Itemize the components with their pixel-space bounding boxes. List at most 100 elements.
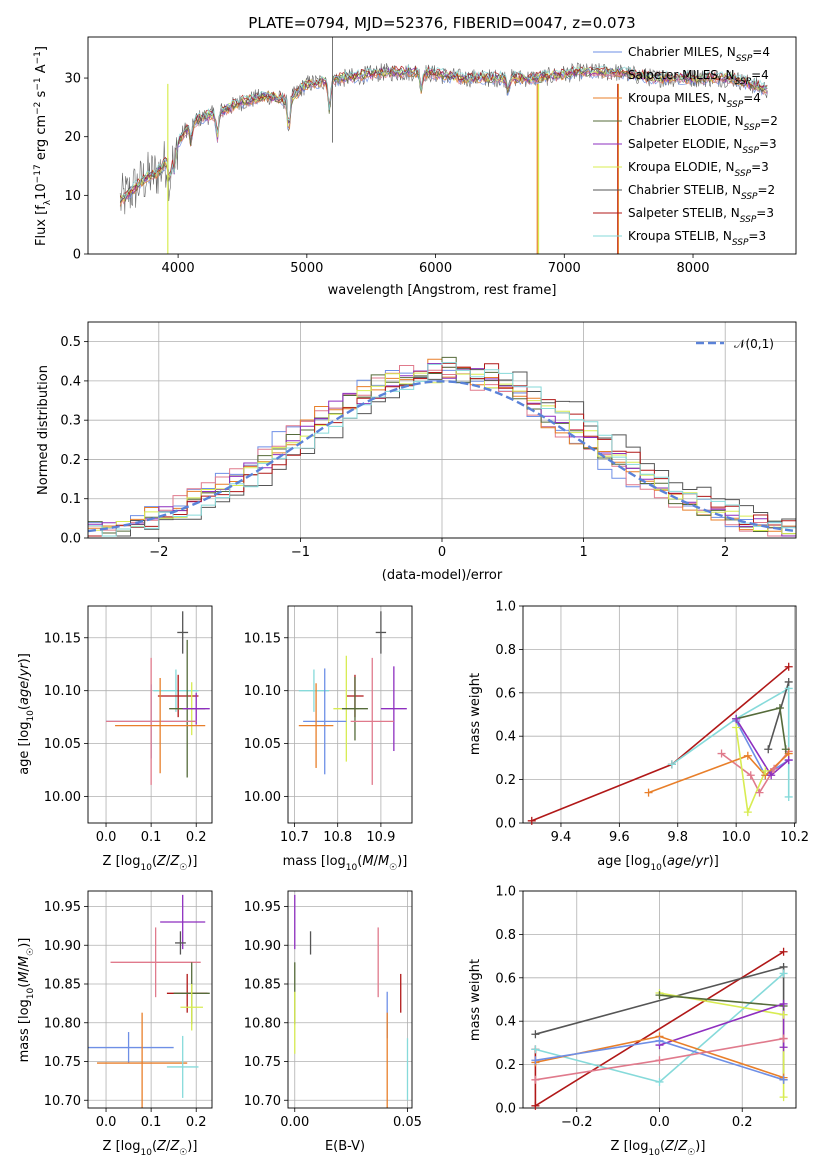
- mass-weight-marker: [531, 1056, 540, 1065]
- mass-weight-marker: [644, 788, 653, 797]
- spectrum-ytick-label: 10: [64, 189, 81, 204]
- mass-weight-marker: [775, 703, 784, 712]
- mass-weight-marker: [531, 1101, 540, 1110]
- mass-vs-ebv-ytick-label: 10.80: [244, 1016, 281, 1031]
- mass-weight-marker: [655, 1077, 664, 1086]
- mass-weight-marker: [784, 677, 793, 686]
- residuals-xtick-label: −1: [291, 545, 310, 560]
- mass-weight-vs-age-ytick-label: 0.8: [495, 643, 516, 658]
- mass-weight-series: [659, 994, 784, 1007]
- mass-weight-vs-age-xtick-label: 9.4: [551, 830, 572, 845]
- mass-weight-vs-Z-ytick-label: 0.6: [495, 971, 516, 986]
- mass-vs-ebv-panel: 0.00 0.05 10.70 10.75 10.80 10.85 10.90 10.95 E(…: [244, 890, 422, 1154]
- age-vs-mass-plot-area: [298, 611, 407, 785]
- age-vs-Z-ytick-label: 10.15: [44, 631, 81, 646]
- mass-weight-vs-age-xtick-label: 9.8: [667, 830, 688, 845]
- mass-weight-marker: [779, 969, 788, 978]
- residuals-legend: 𝒩(0,1): [696, 337, 774, 351]
- residuals-ylabel: Normed distribution: [36, 365, 51, 495]
- mass-weight-marker: [655, 991, 664, 1000]
- spectrum-ytick-label: 0: [73, 248, 81, 263]
- mass-weight-marker: [779, 1093, 788, 1102]
- mass-weight-marker: [779, 1043, 788, 1052]
- spectrum-xtick-label: 6000: [419, 261, 452, 276]
- age-vs-Z-ylabel: age [log10(age/yr)]: [17, 653, 36, 775]
- mass-weight-vs-Z-xlabel: Z [log10(Z/Z☉)]: [611, 1139, 706, 1158]
- mass-vs-Z-xtick-label: 0.0: [96, 1115, 117, 1130]
- mass-weight-vs-Z-ytick-label: 1.0: [495, 885, 516, 900]
- age-vs-Z-ytick-label: 10.00: [44, 790, 81, 805]
- mass-weight-marker: [779, 1075, 788, 1084]
- mass-weight-vs-Z-ytick-label: 0.0: [495, 1102, 516, 1117]
- spectrum-xtick-label: 5000: [290, 261, 323, 276]
- residuals-ytick-label: 0.0: [60, 532, 81, 547]
- legend-entry-label: Kroupa STELIB, NSSP=3: [628, 229, 766, 248]
- age-vs-mass-ytick-label: 10.10: [244, 684, 281, 699]
- residuals-xtick-label: 0: [438, 545, 446, 560]
- mass-weight-marker: [655, 1036, 664, 1045]
- mass-weight-marker: [779, 1010, 788, 1019]
- age-vs-Z-xtick-label: 0.1: [141, 830, 162, 845]
- mass-vs-Z-ytick-label: 10.85: [44, 978, 81, 993]
- age-vs-mass-ytick-label: 10.15: [244, 631, 281, 646]
- mass-vs-ebv-ytick-label: 10.95: [244, 900, 281, 915]
- age-vs-Z-frame: [87, 605, 213, 824]
- spectrum-legend: Chabrier MILES, NSSP=4 Salpeter MILES, NS…: [593, 45, 778, 248]
- mass-vs-Z-ytick-label: 10.90: [44, 939, 81, 954]
- residuals-xtick-label: 1: [579, 545, 587, 560]
- residuals-xlabel: (data-model)/error: [382, 568, 503, 583]
- residuals-frame: [87, 321, 797, 539]
- age-vs-mass-frame: [287, 605, 413, 824]
- legend-entry-label: Chabrier MILES, NSSP=4: [628, 45, 770, 64]
- spectrum-xtick-label: 7000: [548, 261, 581, 276]
- mass-weight-vs-Z-panel: −0.2 0.0 0.2 0.0 0.2 0.4 0.6 0.8 1.0 Z [log10(Z/Z…: [468, 885, 797, 1158]
- mass-weight-marker: [781, 745, 790, 754]
- mass-weight-marker: [667, 760, 676, 769]
- legend-entry-label: Chabrier STELIB, NSSP=2: [628, 183, 775, 202]
- mass-vs-Z-ytick-label: 10.95: [44, 900, 81, 915]
- mass-vs-ebv-xtick-label: 0.05: [393, 1115, 422, 1130]
- mass-weight-marker: [779, 947, 788, 956]
- mass-weight-vs-Z-xtick-label: 0.0: [649, 1115, 670, 1130]
- mass-vs-Z-ytick-label: 10.75: [44, 1055, 81, 1070]
- residuals-panel: −2 −1 0 1 2 0.0 0.1 0.2 0.3 0.4 0.5 𝒩(0,1) (data-mod…: [36, 321, 797, 583]
- mass-vs-Z-plot-area: [88, 894, 210, 1108]
- legend-entry-label: Salpeter ELODIE, NSSP=3: [628, 137, 777, 156]
- mass-weight-vs-Z-ylabel: mass weight: [468, 959, 483, 1041]
- legend-entry-label: Kroupa ELODIE, NSSP=3: [628, 160, 769, 179]
- mass-weight-vs-Z-ytick-label: 0.8: [495, 928, 516, 943]
- mass-vs-ebv-plot-area: [294, 894, 409, 1108]
- legend-entry-label: Kroupa MILES, NSSP=4: [628, 91, 761, 110]
- residuals-plot-area: [88, 356, 796, 537]
- legend-entry-label: Salpeter MILES, NSSP=4: [628, 68, 769, 87]
- mass-weight-vs-age-xtick-label: 10.2: [780, 830, 809, 845]
- mass-weight-marker: [655, 1056, 664, 1065]
- mass-weight-marker: [531, 1030, 540, 1039]
- mass-vs-Z-ytick-label: 10.80: [44, 1016, 81, 1031]
- mass-weight-vs-age-frame: [522, 605, 797, 824]
- spectrum-frame: [87, 36, 797, 255]
- spectrum-model-line: [119, 63, 768, 201]
- age-vs-mass-xtick-label: 10.7: [280, 830, 309, 845]
- mass-weight-marker: [767, 771, 776, 780]
- mass-weight-vs-age-ytick-label: 0.6: [495, 686, 516, 701]
- mass-vs-Z-xtick-label: 0.2: [186, 1115, 207, 1130]
- mass-vs-ebv-ytick-label: 10.70: [244, 1094, 281, 1109]
- age-vs-Z-ytick-label: 10.10: [44, 684, 81, 699]
- mass-weight-vs-age-ytick-label: 1.0: [495, 600, 516, 615]
- residuals-ytick-label: 0.2: [60, 453, 81, 468]
- mass-weight-vs-Z-ytick-label: 0.4: [495, 1015, 516, 1030]
- residuals-ytick-label: 0.1: [60, 492, 81, 507]
- age-vs-mass-panel: 10.7 10.8 10.9 10.00 10.05 10.10 10.15 mass [lo…: [244, 605, 413, 873]
- mass-weight-vs-age-xlabel: age [log10(age/yr)]: [597, 854, 719, 873]
- residuals-xtick-label: −2: [149, 545, 168, 560]
- mass-vs-Z-frame: [87, 890, 213, 1109]
- mass-weight-marker: [743, 808, 752, 817]
- age-vs-Z-xtick-label: 0.0: [96, 830, 117, 845]
- mass-vs-ebv-frame: [287, 890, 413, 1109]
- age-vs-Z-plot-area: [106, 611, 210, 785]
- mass-weight-marker: [732, 714, 741, 723]
- mass-vs-Z-xlabel: Z [log10(Z/Z☉)]: [103, 1139, 198, 1158]
- age-vs-Z-xlabel: Z [log10(Z/Z☉)]: [103, 854, 198, 873]
